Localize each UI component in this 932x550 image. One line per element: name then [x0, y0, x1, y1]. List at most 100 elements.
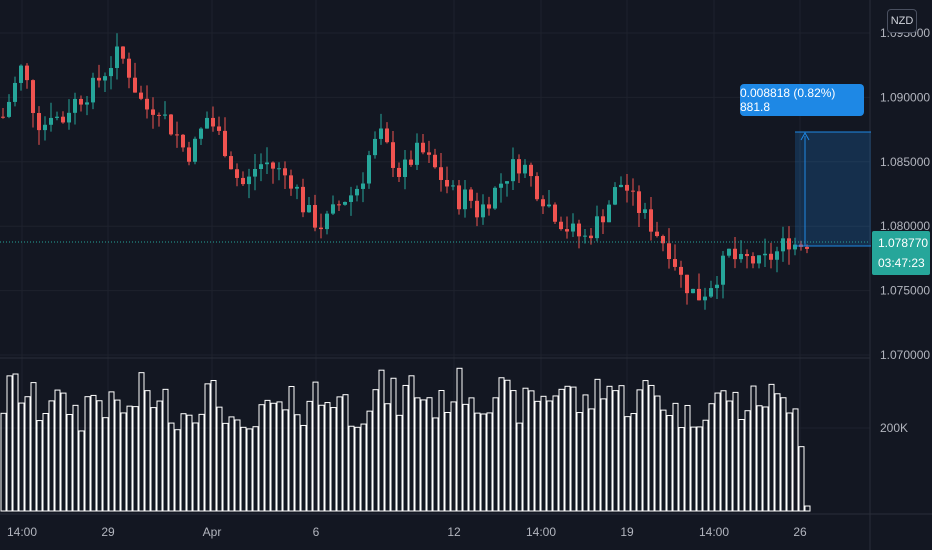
volume-bar — [198, 413, 205, 512]
volume-bar — [390, 377, 397, 512]
candle-body — [121, 46, 125, 59]
volume-bar — [618, 385, 625, 512]
candle-body — [433, 154, 437, 168]
candle-body — [115, 46, 119, 69]
candle-body — [199, 128, 203, 139]
volume-bar — [270, 402, 277, 512]
volume-bar — [492, 397, 499, 512]
candle-body — [271, 162, 275, 169]
volume-bar — [558, 388, 565, 512]
candle-body — [235, 169, 239, 178]
volume-bar — [378, 369, 385, 512]
candle-body — [139, 92, 143, 99]
candle-countdown: 03:47:23 — [878, 256, 925, 270]
volume-bar — [432, 417, 439, 512]
candle-body — [247, 176, 251, 185]
candle-body — [109, 68, 113, 77]
candle-body — [55, 116, 59, 118]
price-axis[interactable]: 1.0950001.0900001.0850001.0800001.075000… — [880, 26, 930, 362]
volume-bar — [702, 419, 709, 512]
volume-bar — [678, 427, 685, 512]
candle-body — [211, 117, 215, 127]
candle-body — [505, 181, 509, 184]
candle-body — [85, 102, 89, 105]
candle-body — [547, 204, 551, 207]
candle-body — [565, 229, 569, 232]
volume-bar — [462, 403, 469, 512]
candle-body — [697, 288, 701, 301]
candle-body — [145, 98, 149, 110]
candle-body — [469, 189, 473, 201]
volume-bar — [282, 409, 289, 512]
time-tick-label: 14:00 — [526, 525, 556, 539]
volume-bar — [156, 400, 163, 512]
volume-bar — [246, 428, 253, 512]
volume-bar — [276, 401, 283, 512]
volume-bar — [738, 419, 745, 512]
candle-body — [643, 209, 647, 213]
volume-bar — [414, 397, 421, 512]
candle-body — [721, 255, 725, 285]
candle-body — [457, 185, 461, 210]
candle-body — [703, 296, 707, 301]
candle-body — [499, 183, 503, 188]
candle-body — [283, 168, 287, 176]
candle-body — [205, 117, 209, 129]
candle-body — [727, 248, 731, 256]
candle-body — [355, 188, 359, 196]
candle-body — [487, 204, 491, 209]
volume-bar — [792, 408, 799, 512]
volume-bar — [696, 426, 703, 512]
candle-body — [313, 205, 317, 228]
candle-body — [253, 169, 257, 177]
candle-body — [91, 77, 95, 103]
volume-bar — [630, 413, 637, 512]
candle-body — [619, 184, 623, 188]
time-tick-label: 26 — [793, 525, 807, 539]
candlesticks — [1, 33, 809, 310]
volume-bar — [162, 388, 169, 512]
volume-bar — [78, 430, 85, 512]
volume-bar — [354, 426, 361, 512]
candle-body — [517, 159, 521, 174]
volume-bar — [60, 392, 67, 512]
measure-range-box[interactable] — [795, 132, 871, 246]
candle-body — [685, 274, 689, 294]
volume-bar — [708, 403, 715, 512]
volume-bar — [192, 422, 199, 512]
candle-body — [613, 187, 617, 205]
volume-bar — [90, 394, 97, 512]
volume-bar — [552, 395, 559, 512]
volume-bar — [66, 413, 73, 512]
volume-bar — [222, 422, 229, 512]
candle-body — [1, 116, 5, 118]
volume-bar — [384, 403, 391, 512]
volume-bar — [642, 380, 649, 512]
current-price-badge: 1.078770 03:47:23 — [872, 231, 930, 275]
volume-bar — [474, 412, 481, 512]
candle-body — [151, 109, 155, 115]
volume-axis-label: 200K — [880, 421, 908, 435]
volume-bar — [456, 367, 463, 512]
candle-body — [265, 162, 269, 165]
volume-bar — [774, 393, 781, 512]
time-axis[interactable]: 14:00 29 Apr 6 12 14:00 19 14:00 26 — [7, 525, 807, 539]
volume-bar — [228, 416, 235, 512]
candle-body — [187, 147, 191, 162]
volume-bar — [636, 389, 643, 512]
volume-bar — [402, 384, 409, 512]
volume-bar — [624, 416, 631, 512]
currency-badge[interactable]: NZD — [887, 9, 917, 33]
candle-body — [667, 243, 671, 260]
time-tick-label: 29 — [101, 525, 115, 539]
candle-body — [577, 223, 581, 237]
candle-body — [325, 213, 329, 230]
candle-body — [229, 156, 233, 170]
candle-body — [181, 134, 185, 148]
candle-body — [13, 82, 17, 102]
volume-bar — [744, 410, 751, 512]
candle-body — [403, 159, 407, 177]
candle-body — [193, 138, 197, 162]
volume-bar — [396, 414, 403, 512]
